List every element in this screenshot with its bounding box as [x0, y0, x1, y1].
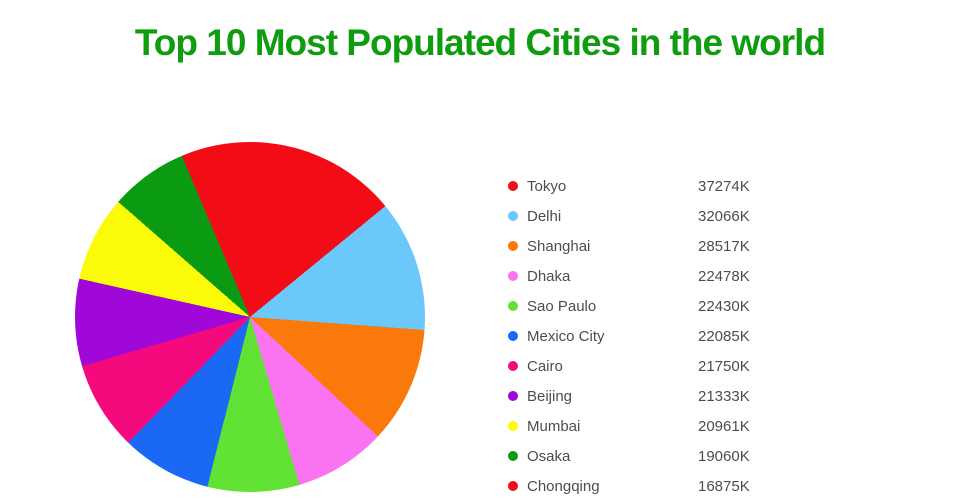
legend-label: Shanghai — [527, 237, 591, 255]
legend-value: 22430K — [698, 297, 750, 315]
legend-item-sao-paulo[interactable]: Sao Paulo 22430K — [508, 291, 798, 321]
legend-swatch-icon — [508, 331, 518, 341]
legend-swatch-icon — [508, 451, 518, 461]
legend-item-tokyo[interactable]: Tokyo 37274K — [508, 171, 798, 201]
legend-value: 22085K — [698, 327, 750, 345]
legend-item-shanghai[interactable]: Shanghai 28517K — [508, 231, 798, 261]
legend-item-delhi[interactable]: Delhi 32066K — [508, 201, 798, 231]
chart-legend: Tokyo 37274K Delhi 32066K Shanghai 28517K Dhak… — [508, 171, 798, 500]
legend-value: 21333K — [698, 387, 750, 405]
chart-title: Top 10 Most Populated Cities in the worl… — [134, 22, 826, 63]
legend-swatch-icon — [508, 481, 518, 491]
pie-chart[interactable] — [75, 142, 425, 492]
legend-value: 32066K — [698, 207, 750, 225]
legend-swatch-icon — [508, 211, 518, 221]
legend-label: Tokyo — [527, 177, 567, 195]
legend-label: Dhaka — [527, 267, 571, 285]
legend-label: Chongqing — [527, 477, 600, 495]
legend-swatch-icon — [508, 301, 518, 311]
legend-label: Mexico City — [527, 327, 605, 345]
legend-swatch-icon — [508, 181, 518, 191]
legend-swatch-icon — [508, 391, 518, 401]
legend-swatch-icon — [508, 421, 518, 431]
legend-value: 22478K — [698, 267, 750, 285]
legend-value: 28517K — [698, 237, 750, 255]
legend-label: Beijing — [527, 387, 573, 405]
legend-value: 21750K — [698, 357, 750, 375]
legend-item-mexico-city[interactable]: Mexico City 22085K — [508, 321, 798, 351]
legend-swatch-icon — [508, 361, 518, 371]
legend-label: Cairo — [527, 357, 563, 375]
legend-item-beijing[interactable]: Beijing 21333K — [508, 381, 798, 411]
legend-swatch-icon — [508, 241, 518, 251]
legend-value: 20961K — [698, 417, 750, 435]
legend-label: Osaka — [527, 447, 571, 465]
legend-item-osaka[interactable]: Osaka 19060K — [508, 441, 798, 471]
legend-label: Delhi — [527, 207, 562, 225]
legend-item-mumbai[interactable]: Mumbai 20961K — [508, 411, 798, 441]
legend-value: 37274K — [698, 177, 750, 195]
legend-item-dhaka[interactable]: Dhaka 22478K — [508, 261, 798, 291]
legend-value: 16875K — [698, 477, 750, 495]
legend-item-chongqing[interactable]: Chongqing 16875K — [508, 471, 798, 500]
legend-item-cairo[interactable]: Cairo 21750K — [508, 351, 798, 381]
legend-value: 19060K — [698, 447, 750, 465]
legend-label: Mumbai — [527, 417, 581, 435]
legend-label: Sao Paulo — [527, 297, 597, 315]
legend-swatch-icon — [508, 271, 518, 281]
